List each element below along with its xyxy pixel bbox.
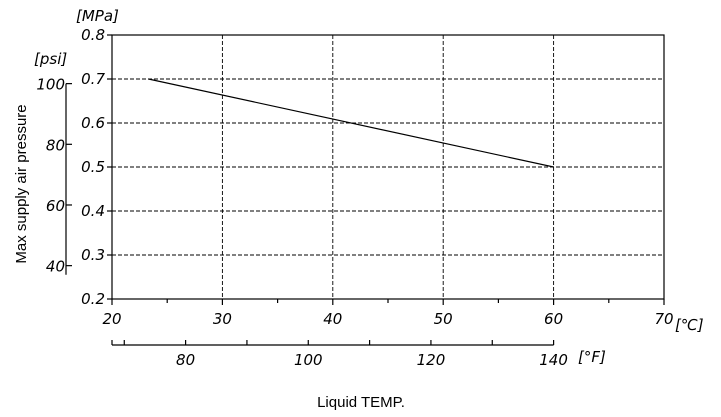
series-line-0 bbox=[148, 78, 554, 168]
x-tick-label: 40 bbox=[323, 310, 342, 328]
y-tick-label: 0.3 bbox=[81, 246, 105, 264]
psi-tick-label: 100 bbox=[36, 76, 65, 94]
y-tick-label: 0.2 bbox=[81, 290, 105, 308]
series-layer bbox=[148, 78, 554, 168]
fahrenheit-tick-label: 100 bbox=[294, 351, 323, 369]
fahrenheit-tick-label: 120 bbox=[417, 351, 446, 369]
y-axis-title: Max supply air pressure bbox=[13, 104, 30, 263]
fahrenheit-tick-label: 140 bbox=[539, 351, 568, 369]
x2-unit-label: [°F] bbox=[578, 348, 606, 366]
y-tick-label: 0.6 bbox=[81, 114, 105, 132]
y-tick-label: 0.5 bbox=[81, 158, 105, 176]
x-tick-label: 50 bbox=[434, 310, 453, 328]
x-tick-label: 30 bbox=[213, 310, 232, 328]
psi-tick-label: 40 bbox=[46, 258, 65, 276]
psi-tick-label: 80 bbox=[46, 136, 65, 154]
fahrenheit-tick-label: 80 bbox=[176, 351, 195, 369]
y-tick-label: 0.4 bbox=[81, 202, 105, 220]
tick-labels: 0.2 0.3 0.4 0.5 0.6 0.7 0.8 20 30 40 50 60 70 40 60 80 1… bbox=[36, 26, 673, 369]
x-axis-title: Liquid TEMP. bbox=[317, 394, 405, 411]
x-tick-label: 20 bbox=[102, 310, 121, 328]
axes bbox=[65, 34, 665, 346]
grid-lines bbox=[112, 35, 664, 299]
x-unit-label: [℃] bbox=[675, 316, 704, 334]
psi-tick-label: 60 bbox=[46, 197, 65, 215]
x-tick-label: 70 bbox=[654, 310, 673, 328]
y2-unit-label: [psi] bbox=[34, 50, 67, 68]
y-unit-label: [MPa] bbox=[76, 7, 119, 25]
y-tick-label: 0.8 bbox=[81, 26, 105, 44]
x-tick-label: 60 bbox=[544, 310, 563, 328]
y-tick-label: 0.7 bbox=[81, 70, 105, 88]
